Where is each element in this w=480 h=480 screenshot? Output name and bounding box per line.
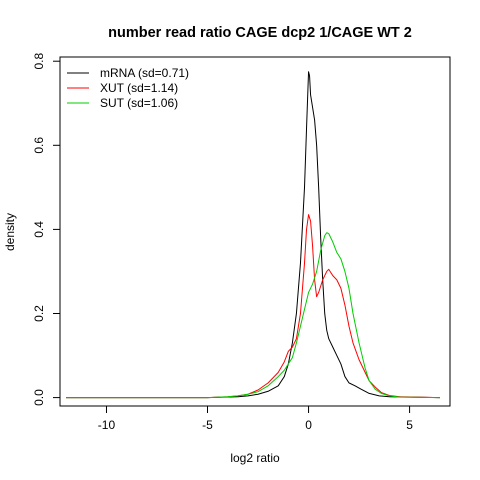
x-axis: -10 -5 0 5 <box>98 405 413 432</box>
legend-label-1: XUT (sd=1.14) <box>100 81 178 95</box>
series-line-0 <box>66 71 440 399</box>
legend: mRNA (sd=0.71)XUT (sd=1.14)SUT (sd=1.06) <box>67 66 189 110</box>
y-axis: 0.0 0.2 0.4 0.6 0.8 <box>32 53 61 406</box>
legend-label-0: mRNA (sd=0.71) <box>100 66 189 80</box>
y-tick-label: 0.6 <box>32 137 46 154</box>
x-tick-label: 5 <box>406 418 413 432</box>
y-axis-label: density <box>3 213 17 251</box>
y-tick-label: 0.0 <box>32 389 46 406</box>
series-lines <box>66 71 440 399</box>
x-tick-label: -5 <box>202 418 213 432</box>
y-tick-label: 0.2 <box>32 305 46 322</box>
x-tick-label: 0 <box>305 418 312 432</box>
legend-label-2: SUT (sd=1.06) <box>100 96 178 110</box>
chart-title: number read ratio CAGE dcp2 1/CAGE WT 2 <box>108 25 412 41</box>
x-tick-label: -10 <box>98 418 116 432</box>
x-axis-label: log2 ratio <box>230 451 280 465</box>
y-tick-label: 0.8 <box>32 53 46 70</box>
series-line-1 <box>66 214 440 399</box>
y-tick-label: 0.4 <box>32 221 46 238</box>
series-line-2 <box>66 232 440 399</box>
